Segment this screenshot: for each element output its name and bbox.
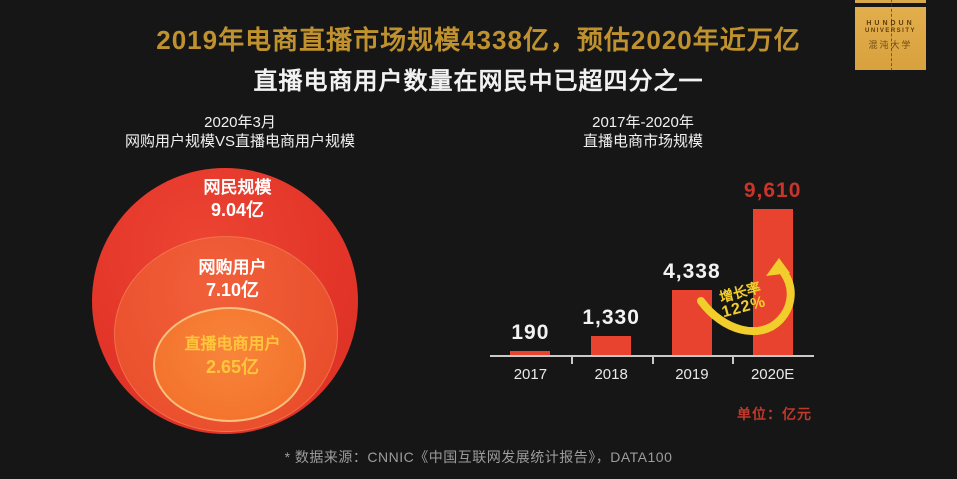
- bar-plot: 190 2017 1,330 2018 4,338 2019 9,610 2020E: [490, 179, 813, 383]
- axis-tick: [651, 357, 654, 364]
- bar-x-label-2020E: 2020E: [750, 366, 795, 383]
- circle-netizens-label: 网民规模 9.04亿: [140, 177, 335, 221]
- bar-value-2020E: 9,610: [743, 179, 802, 202]
- x-axis-line: [490, 355, 814, 364]
- circle-online-shoppers-label: 网购用户 7.10亿: [135, 257, 330, 301]
- bar-x-label-2018: 2018: [594, 366, 628, 383]
- main-title: 2019年电商直播市场规模4338亿，预估2020年近万亿: [156, 25, 801, 55]
- logo-dashed-line: [890, 0, 892, 71]
- source-note: * 数据来源：CNNIC《中国互联网发展统计报告》，DATA100: [284, 449, 673, 465]
- hundun-university-logo: HUNDUN UNIVERSITY 混沌大学: [855, 0, 926, 71]
- bar-x-label-2017: 2017: [513, 366, 548, 383]
- logo-name-line1: HUNDUN: [866, 20, 915, 27]
- bar-value-2018: 1,330: [582, 306, 640, 329]
- circle-live-users-label: 直播电商用户 2.65亿: [135, 334, 330, 378]
- circle-online-shoppers-name: 网购用户: [198, 258, 267, 277]
- axis-tick: [570, 357, 573, 364]
- circle-netizens-name: 网民规模: [203, 178, 272, 197]
- circle-live-ecommerce-users: [153, 307, 306, 422]
- circle-netizens-value: 9.04亿: [210, 200, 265, 220]
- subtitle: 直播电商用户数量在网民中已超四分之一: [253, 68, 704, 95]
- logo-name-line2: UNIVERSITY: [864, 28, 916, 34]
- logo-name-chinese: 混沌大学: [868, 40, 913, 50]
- circle-live-users-value: 2.65亿: [205, 357, 260, 377]
- axis-tick: [732, 357, 735, 364]
- bar-value-2019: 4,338: [663, 260, 721, 283]
- venn-header: 2020年3月 网购用户规模VS直播电商用户规模: [90, 113, 390, 151]
- bar-x-label-2019: 2019: [675, 366, 709, 383]
- bar-chart-header-line1: 2017年-2020年: [592, 114, 694, 131]
- header: 2019年电商直播市场规模4338亿，预估2020年近万亿 直播电商用户数量在网…: [0, 20, 957, 96]
- venn-header-line1: 2020年3月: [204, 114, 276, 131]
- venn-header-line2: 网购用户规模VS直播电商用户规模: [124, 133, 355, 150]
- bar-chart-header: 2017年-2020年 直播电商市场规模: [533, 113, 753, 151]
- circle-online-shoppers-value: 7.10亿: [205, 280, 260, 300]
- bar-2018: [591, 336, 632, 356]
- circle-live-users-name: 直播电商用户: [184, 336, 281, 353]
- bar-2017: [510, 351, 551, 356]
- bar-value-2017: 190: [511, 321, 550, 344]
- bar-chart-header-line2: 直播电商市场规模: [582, 133, 703, 150]
- unit-label: 单位：亿元: [737, 406, 812, 422]
